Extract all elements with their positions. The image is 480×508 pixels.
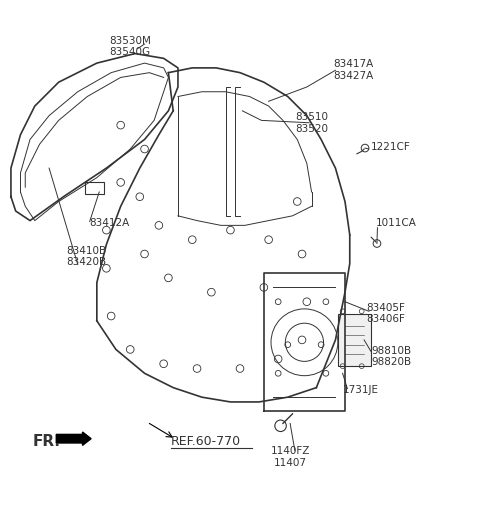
- Text: FR.: FR.: [33, 433, 60, 449]
- Text: 1731JE: 1731JE: [343, 385, 379, 395]
- Text: 83405F
83406F: 83405F 83406F: [366, 303, 405, 325]
- Text: 1140FZ
11407: 1140FZ 11407: [270, 446, 310, 468]
- Text: 83417A
83427A: 83417A 83427A: [333, 59, 373, 81]
- Text: 83410B
83420B: 83410B 83420B: [66, 245, 106, 267]
- FancyBboxPatch shape: [85, 182, 104, 195]
- Text: 1221CF: 1221CF: [371, 142, 411, 151]
- Text: 83510
83520: 83510 83520: [295, 112, 328, 134]
- Text: 1011CA: 1011CA: [376, 218, 417, 228]
- Text: REF.60-770: REF.60-770: [171, 434, 241, 448]
- Text: 83530M
83540G: 83530M 83540G: [109, 36, 151, 57]
- FancyBboxPatch shape: [338, 313, 371, 366]
- Text: 83412A: 83412A: [90, 218, 130, 228]
- Text: 98810B
98820B: 98810B 98820B: [371, 346, 411, 367]
- FancyArrow shape: [56, 432, 91, 446]
